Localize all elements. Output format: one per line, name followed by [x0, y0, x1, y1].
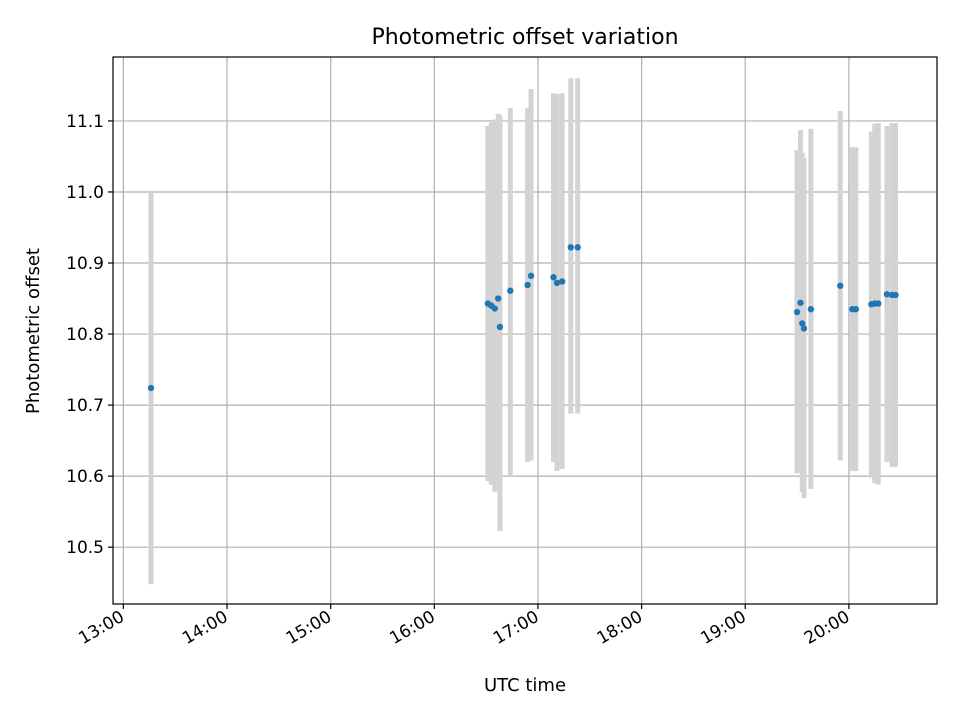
x-axis-label: UTC time	[484, 675, 566, 696]
y-axis-ticks: 10.5 10.6 10.7 10.8 10.9 11.0 11.1	[66, 112, 113, 558]
y-tick-label: 11.1	[66, 112, 104, 132]
data-point	[527, 272, 535, 279]
data-point	[852, 305, 860, 313]
data-point	[883, 291, 891, 298]
data-point	[491, 305, 498, 312]
y-tick-label: 10.7	[66, 396, 104, 416]
data-point	[495, 295, 502, 302]
data-point	[524, 281, 531, 289]
data-point	[507, 287, 514, 294]
data-point	[496, 323, 504, 331]
y-tick-label: 10.6	[66, 467, 104, 487]
chart-title: Photometric offset variation	[371, 25, 678, 50]
data-point	[892, 291, 899, 299]
data-point	[875, 300, 882, 307]
data-point	[807, 305, 815, 313]
y-tick-label: 10.9	[66, 254, 104, 274]
data-points	[147, 244, 899, 392]
y-tick-label: 10.5	[66, 538, 104, 558]
data-point	[797, 299, 804, 306]
y-axis-label: Photometric offset	[23, 248, 44, 414]
data-point	[147, 384, 155, 392]
plot-frame	[112, 56, 938, 605]
data-point	[574, 244, 581, 251]
y-tick-label: 11.0	[66, 183, 104, 203]
data-point	[793, 308, 801, 316]
data-point	[558, 278, 566, 285]
data-point	[799, 320, 806, 327]
plot-area	[113, 57, 937, 604]
data-point	[553, 279, 561, 287]
data-point	[837, 282, 844, 289]
data-point	[800, 325, 808, 332]
data-point	[567, 244, 574, 251]
y-tick-label: 10.8	[66, 325, 104, 345]
data-point	[550, 274, 557, 281]
